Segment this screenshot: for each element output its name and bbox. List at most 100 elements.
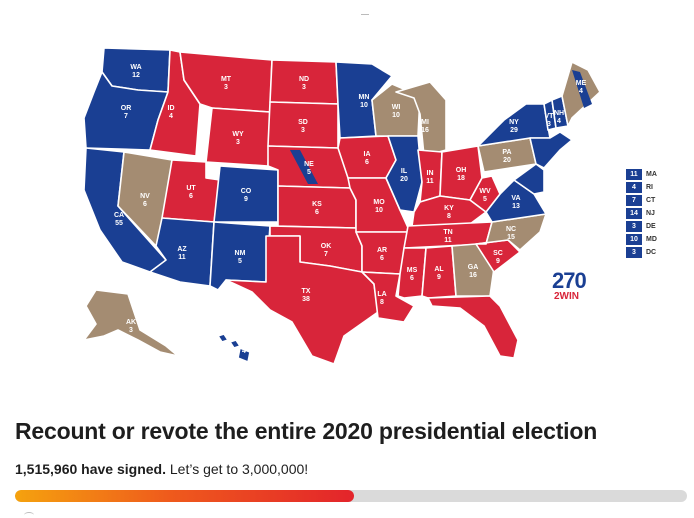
legend-row-MD: 10 MD — [626, 233, 674, 245]
state-abbr-label: NC — [506, 226, 516, 233]
state-abbr-label: AL — [434, 266, 444, 273]
state-ev-label: 4 — [242, 348, 246, 355]
legend-state-label: DE — [646, 222, 656, 230]
state-HI[interactable] — [217, 333, 251, 363]
state-ev-label: 20 — [400, 176, 408, 183]
state-ev-label: 7 — [124, 113, 128, 120]
state-abbr-label: ME — [576, 80, 587, 87]
legend-ev-badge[interactable]: 4 — [626, 181, 642, 193]
state-abbr-label: OH — [456, 167, 467, 174]
state-ev-label: 3 — [236, 139, 240, 146]
state-abbr-label: AR — [377, 247, 387, 254]
legend-ev-badge[interactable]: 7 — [626, 194, 642, 206]
state-TX[interactable] — [225, 235, 379, 365]
state-ev-label: 5 — [238, 258, 242, 265]
small-states-legend: 11 MA 4 RI 7 CT 14 NJ 3 DE 10 MD 3 DC — [626, 168, 674, 259]
state-ev-label: 6 — [380, 255, 384, 262]
state-ev-label: 11 — [178, 254, 186, 261]
state-ev-label: 4 — [169, 113, 173, 120]
state-ev-label: 9 — [244, 196, 248, 203]
legend-row-NJ: 14 NJ — [626, 207, 674, 219]
state-abbr-label: MS — [407, 267, 418, 274]
state-FL[interactable] — [427, 295, 519, 359]
legend-ev-badge[interactable]: 3 — [626, 220, 642, 232]
state-ne-coast — [529, 131, 573, 169]
state-ev-label: 15 — [507, 234, 515, 241]
state-ev-label: 18 — [457, 175, 465, 182]
state-abbr-label: PA — [502, 149, 511, 156]
legend-state-label: MA — [646, 170, 657, 178]
legend-state-label: RI — [646, 183, 653, 191]
state-abbr-label: FL — [477, 325, 486, 332]
state-abbr-label: GA — [468, 264, 479, 271]
signature-goal: Let’s get to 3,000,000! — [169, 461, 309, 477]
state-NC[interactable] — [475, 213, 547, 251]
state-abbr-label: WI — [392, 104, 401, 111]
state-labels: WA12OR7CA55NV6ID4MT3WY3UT6CO9AZ11NM5ND3S… — [114, 64, 587, 355]
state-ev-label: 3 — [302, 84, 306, 91]
state-abbr-label: OR — [121, 105, 132, 112]
legend-state-label: CT — [646, 196, 656, 204]
signature-progress-bar — [15, 490, 687, 502]
state-ev-label: 16 — [469, 272, 477, 279]
state-abbr-label: ND — [299, 76, 309, 83]
legend-row-MA: 11 MA — [626, 168, 674, 180]
logo-subtext: 2WIN — [554, 291, 579, 302]
top-divider — [361, 14, 369, 15]
state-abbr-label: UT — [186, 185, 196, 192]
state-abbr-label: CO — [241, 188, 252, 195]
legend-row-CT: 7 CT — [626, 194, 674, 206]
state-abbr-label: KS — [312, 201, 322, 208]
state-ev-label: 8 — [447, 213, 451, 220]
state-IL[interactable] — [385, 135, 423, 213]
state-abbr-label: VA — [511, 195, 520, 202]
state-abbr-label: NY — [509, 119, 519, 126]
state-ev-label: 5 — [483, 196, 487, 203]
state-ev-label: 3 — [224, 84, 228, 91]
legend-row-RI: 4 RI — [626, 181, 674, 193]
legend-ev-badge[interactable]: 3 — [626, 246, 642, 258]
state-ev-label: 3 — [547, 121, 551, 128]
state-ev-label: 11 — [444, 237, 452, 244]
state-abbr-label: TX — [302, 288, 311, 295]
petition-title: Recount or revote the entire 2020 presid… — [15, 418, 598, 444]
state-abbr-label: LA — [377, 291, 386, 298]
state-ev-label: 3 — [301, 127, 305, 134]
legend-ev-badge[interactable]: 10 — [626, 233, 642, 245]
state-ev-label: 38 — [302, 296, 310, 303]
electoral-map: WA 12 OR 7 CA 55 NV 6 ID 4 MT 3 WY 3 UT 6 CO 9 AZ 11 NM 5 ND 3 S… — [83, 47, 601, 365]
bottom-partial-element — [24, 512, 34, 518]
state-ev-label: 6 — [315, 209, 319, 216]
state-ev-label: 6 — [189, 193, 193, 200]
state-WV[interactable] — [469, 175, 501, 213]
270towin-logo[interactable]: 270 2WIN — [552, 270, 602, 302]
state-ev-label: 9 — [437, 274, 441, 281]
state-abbr-label: IN — [427, 170, 434, 177]
state-ev-label: 3 — [129, 327, 133, 334]
state-ev-label: 6 — [143, 201, 147, 208]
legend-row-DE: 3 DE — [626, 220, 674, 232]
state-ev-label: 6 — [410, 275, 414, 282]
state-abbr-label: IL — [401, 168, 408, 175]
legend-ev-badge[interactable]: 11 — [626, 168, 642, 180]
state-ev-label: 9 — [496, 258, 500, 265]
state-WI[interactable] — [371, 83, 421, 137]
state-ev-label: 7 — [324, 251, 328, 258]
state-ev-label: 10 — [375, 207, 383, 214]
state-abbr-label: MN — [359, 94, 370, 101]
me-split-stripe — [572, 70, 592, 108]
state-abbr-label: HI — [241, 340, 248, 347]
state-abbr-label: WA — [130, 64, 141, 71]
state-abbr-label: NE — [304, 161, 314, 168]
state-ev-label: 5 — [307, 169, 311, 176]
state-abbr-label: MO — [373, 199, 385, 206]
state-abbr-label: CA — [114, 212, 124, 219]
state-ev-label: 29 — [477, 333, 485, 340]
state-ev-label: 16 — [421, 127, 429, 134]
state-AK[interactable] — [83, 289, 179, 357]
legend-ev-badge[interactable]: 14 — [626, 207, 642, 219]
state-mid-atlantic — [513, 163, 545, 195]
signature-count: 1,515,960 have signed. — [15, 461, 166, 477]
state-ev-label: 4 — [579, 88, 583, 95]
state-abbr-label: SD — [298, 119, 308, 126]
